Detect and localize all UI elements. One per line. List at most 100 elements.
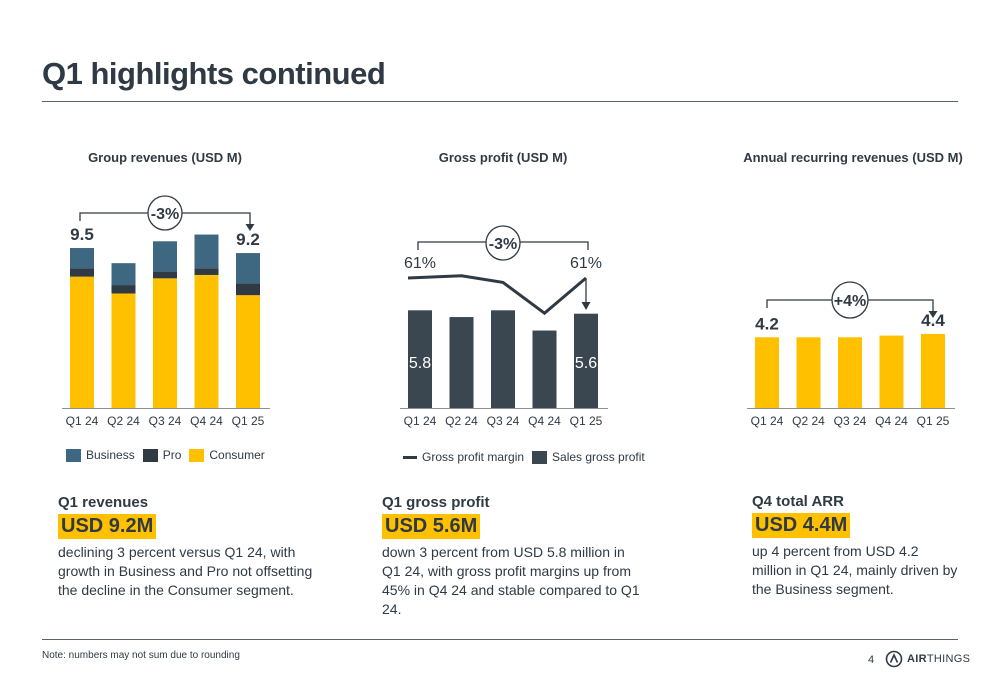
arr-tick-label: Q2 24 <box>792 414 825 428</box>
arr-tick-label: Q1 25 <box>917 414 950 428</box>
arr-bar <box>921 333 945 408</box>
kpi-gross-text: down 3 percent from USD 5.8 million in Q… <box>382 544 640 617</box>
gross-first-label: 5.8 <box>409 355 431 372</box>
legend-business-label: Business <box>86 448 135 462</box>
logo-rest: THINGS <box>926 653 971 665</box>
revenue-tick-label: Q3 24 <box>149 414 182 428</box>
revenue-first-label: 9.5 <box>70 225 94 244</box>
revenue-tick-label: Q1 25 <box>232 414 265 428</box>
revenue-bar-consumer <box>194 274 219 408</box>
arr-chart-title: Annual recurring revenues (USD M) <box>743 150 963 165</box>
gross-tick-label: Q1 25 <box>570 414 603 428</box>
revenue-bar-business <box>236 253 260 284</box>
kpi-revenues-heading: Q1 revenues <box>58 494 149 511</box>
gross-profit-bar <box>574 313 598 408</box>
kpi-revenues-text: declining 3 percent versus Q1 24, with g… <box>58 544 313 598</box>
legend-margin: Gross profit margin <box>403 450 524 464</box>
gross-margin-line <box>407 274 587 316</box>
gross-last-label: 5.6 <box>575 355 597 372</box>
kpi-arr-text: up 4 percent from USD 4.2 million in Q1 … <box>752 543 958 597</box>
kpi-arr: Q4 total ARR USD 4.4M up 4 percent from … <box>752 493 962 599</box>
arr-bar <box>796 337 821 408</box>
gross-margin-last-label: 61% <box>570 255 602 272</box>
revenue-bar-pro <box>194 268 219 275</box>
title-divider <box>42 101 958 102</box>
legend-sales-gp-swatch <box>532 450 548 464</box>
legend-business: Business <box>66 448 135 462</box>
revenue-bar-consumer <box>236 295 260 408</box>
gross-change-circle <box>485 225 521 261</box>
gross-margin-drop-arrow <box>581 302 591 310</box>
gross-margin-first-label: 61% <box>404 255 436 272</box>
legend-consumer-swatch <box>189 448 205 462</box>
revenue-last-label: 9.2 <box>236 230 260 249</box>
gross-profit-bar <box>491 310 515 408</box>
page-number: 4 <box>868 654 875 666</box>
revenue-bar-pro <box>236 283 260 296</box>
arr-tick-label: Q1 24 <box>751 414 784 428</box>
revenue-change-circle <box>147 195 183 231</box>
arr-tick-label: Q4 24 <box>875 414 908 428</box>
arr-change-arrow <box>928 311 938 318</box>
gross-tick-label: Q1 24 <box>404 414 437 428</box>
revenue-legend: Business Pro Consumer <box>66 448 273 462</box>
legend-sales-gp-label: Sales gross profit <box>552 450 645 464</box>
legend-margin-label: Gross profit margin <box>422 450 525 464</box>
airthings-logo: AIRTHINGS <box>885 650 970 668</box>
logo-bold: AIR <box>907 653 927 665</box>
arr-bar <box>879 335 904 408</box>
legend-pro: Pro <box>142 448 182 462</box>
footnote: Note: numbers may not sum due to roundin… <box>42 650 240 661</box>
revenue-bar-business <box>153 241 177 272</box>
legend-consumer-label: Consumer <box>209 448 265 462</box>
gross-tick-label: Q2 24 <box>445 414 478 428</box>
revenue-chart-title: Group revenues (USD M) <box>88 150 242 165</box>
legend-pro-swatch <box>142 448 158 462</box>
kpi-arr-value: USD 4.4M <box>752 513 851 538</box>
legend-consumer: Consumer <box>189 448 265 462</box>
arr-bar <box>838 337 862 408</box>
logo-icon <box>885 650 903 668</box>
revenue-bar-consumer <box>153 278 177 408</box>
revenue-bar-business <box>111 263 136 286</box>
gross-profit-bar <box>408 310 432 408</box>
revenue-tick-label: Q2 24 <box>107 414 140 428</box>
gross-chart-title: Gross profit (USD M) <box>438 150 568 165</box>
revenue-bar-pro <box>111 285 136 294</box>
revenue-bar-business <box>194 234 219 269</box>
arr-change-label: +4% <box>834 293 866 310</box>
gross-tick-label: Q3 24 <box>487 414 520 428</box>
legend-margin-line <box>403 455 417 459</box>
revenue-bar-business <box>70 248 94 269</box>
kpi-arr-heading: Q4 total ARR <box>752 493 844 510</box>
arr-bar <box>755 337 779 408</box>
arr-last-label: 4.4 <box>921 311 945 330</box>
logo-wordmark: AIRTHINGS <box>907 653 970 665</box>
kpi-gross-heading: Q1 gross profit <box>382 494 490 511</box>
page-title: Q1 highlights continued <box>42 56 386 91</box>
revenue-tick-label: Q1 24 <box>66 414 99 428</box>
revenue-change-label: -3% <box>151 206 179 223</box>
kpi-revenues-value: USD 9.2M <box>58 514 157 539</box>
legend-sales-gp: Sales gross profit <box>532 450 645 464</box>
kpi-revenues: Q1 revenues USD 9.2M declining 3 percent… <box>58 494 328 600</box>
arr-change-circle <box>831 281 869 319</box>
gross-profit-bar <box>449 317 474 408</box>
revenue-bar-pro <box>153 271 177 279</box>
arr-first-label: 4.2 <box>755 314 779 333</box>
footer-divider <box>42 639 958 640</box>
legend-pro-label: Pro <box>162 448 182 462</box>
arr-tick-label: Q3 24 <box>834 414 867 428</box>
gross-profit-bar <box>532 330 557 408</box>
legend-business-swatch <box>66 448 81 462</box>
revenue-bar-consumer <box>70 276 94 408</box>
kpi-gross-value: USD 5.6M <box>382 514 481 539</box>
revenue-tick-label: Q4 24 <box>190 414 223 428</box>
revenue-bar-consumer <box>111 293 136 408</box>
kpi-gross-profit: Q1 gross profit USD 5.6M down 3 percent … <box>382 494 642 619</box>
revenue-change-arrow <box>245 224 255 231</box>
gross-legend: Gross profit margin Sales gross profit <box>403 450 653 464</box>
revenue-bar-pro <box>70 268 94 277</box>
gross-change-label: -3% <box>489 236 517 253</box>
